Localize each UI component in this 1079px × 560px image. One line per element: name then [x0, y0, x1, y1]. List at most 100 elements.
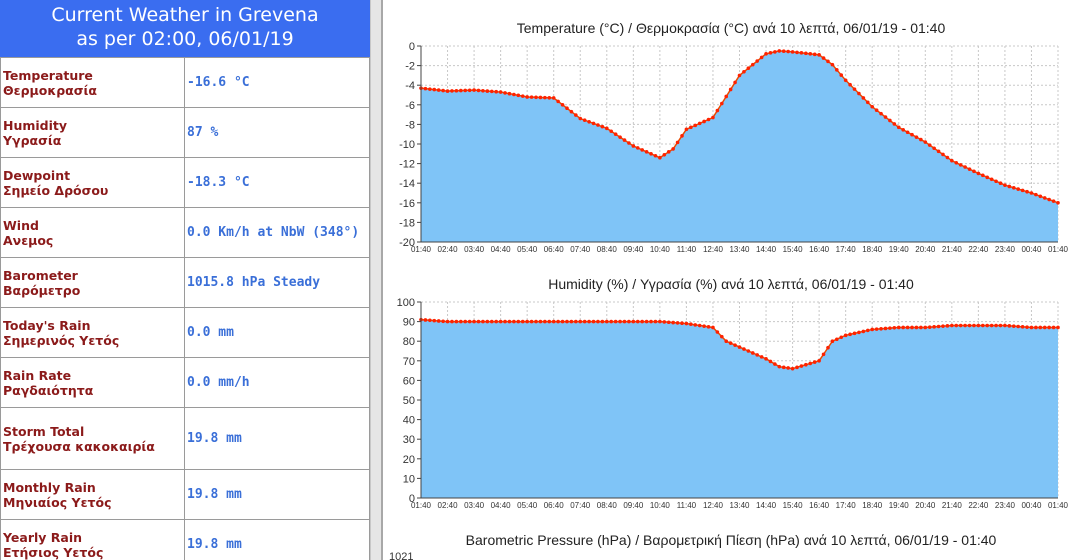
area-fill	[421, 319, 1058, 498]
data-point	[689, 125, 693, 130]
data-point	[503, 319, 507, 324]
data-point	[627, 319, 631, 324]
x-tick-label: 20:40	[915, 501, 936, 510]
data-point	[1042, 325, 1047, 330]
x-tick-label: 02:40	[438, 245, 459, 254]
data-point	[578, 116, 583, 121]
data-point	[560, 319, 565, 324]
data-point	[950, 158, 954, 163]
current-weather-panel: Current Weather in Grevena as per 02:00,…	[0, 0, 370, 560]
x-tick-label: 05:40	[517, 501, 538, 510]
x-tick-label: 10:40	[650, 245, 671, 254]
data-point	[804, 362, 808, 367]
label-en: Dewpoint	[3, 167, 71, 183]
data-point	[582, 319, 587, 324]
label-en: Wind	[3, 217, 39, 233]
x-tick-label: 00:40	[1021, 245, 1042, 254]
data-point	[498, 90, 503, 94]
data-point	[874, 327, 879, 331]
data-point	[781, 49, 786, 54]
data-point	[817, 53, 821, 57]
data-point	[697, 323, 702, 328]
x-tick-label: 05:40	[517, 245, 538, 254]
data-point	[631, 319, 636, 324]
data-point	[755, 353, 759, 357]
row-value: -16.6 °C	[184, 57, 370, 108]
data-point	[835, 68, 839, 72]
data-point	[680, 134, 684, 138]
data-point	[675, 140, 680, 145]
data-point	[848, 82, 852, 87]
row-label: Temperature Θερμοκρασία	[0, 57, 185, 108]
data-point	[781, 365, 786, 370]
x-tick-label: 16:40	[809, 501, 830, 510]
data-point	[613, 132, 618, 136]
data-point	[746, 66, 751, 71]
label-el: Σημείο Δρόσου	[3, 182, 109, 198]
data-point	[768, 359, 773, 364]
data-point	[640, 319, 644, 324]
data-point	[914, 325, 919, 330]
data-point	[994, 179, 998, 184]
data-point	[591, 121, 596, 126]
data-point	[1003, 323, 1007, 328]
charts-panel: Temperature (°C) / Θερμοκρασία (°C) ανά …	[383, 0, 1079, 560]
data-point	[450, 89, 454, 93]
data-point	[954, 323, 959, 328]
data-point	[950, 323, 954, 328]
row-value: 87 %	[184, 107, 370, 158]
data-point	[450, 319, 454, 324]
data-point	[905, 325, 910, 330]
x-tick-label: 03:40	[464, 245, 485, 254]
data-point	[441, 319, 445, 324]
data-point	[786, 49, 790, 54]
y-tick-label: -10	[399, 139, 415, 151]
y-tick-label: 40	[403, 415, 415, 427]
data-point	[1034, 192, 1038, 197]
data-point	[821, 56, 826, 60]
row-label: Monthly Rain Μηνιαίος Υετός	[0, 469, 185, 520]
data-point	[994, 323, 998, 328]
data-point	[919, 325, 923, 330]
x-tick-label: 04:40	[491, 501, 512, 510]
data-point	[998, 323, 1003, 328]
data-point	[516, 319, 521, 324]
data-point	[883, 115, 888, 119]
data-point	[436, 88, 441, 92]
data-point	[1051, 325, 1056, 330]
data-point	[963, 323, 967, 328]
x-tick-label: 17:40	[836, 501, 857, 510]
y-tick-label: 0	[409, 493, 415, 505]
y-tick-label: -20	[399, 237, 415, 249]
data-point	[750, 351, 755, 355]
row-label: Rain Rate Ραγδαιότητα	[0, 357, 185, 408]
data-point	[936, 149, 941, 154]
row-value: 19.8 mm	[184, 519, 370, 560]
data-point	[454, 88, 459, 93]
data-point	[454, 319, 459, 324]
data-point	[467, 319, 472, 324]
x-tick-label: 12:40	[703, 245, 724, 254]
data-point	[476, 88, 481, 93]
data-point	[481, 319, 485, 324]
data-point	[574, 113, 578, 117]
data-point	[702, 119, 706, 124]
table-row: Yearly Rain Ετήσιος Υετός 19.8 mm	[0, 519, 370, 560]
panel-scrollbar-divider[interactable]	[370, 0, 383, 560]
data-point	[1007, 184, 1012, 189]
data-point	[896, 325, 901, 330]
data-point	[879, 326, 883, 331]
table-row: Humidity Υγρασία 87 %	[0, 107, 370, 158]
data-point	[538, 95, 543, 100]
data-point	[1025, 189, 1029, 194]
data-point	[702, 324, 706, 328]
y-tick-label: -8	[405, 119, 415, 131]
data-point	[587, 319, 591, 324]
data-point	[428, 318, 432, 323]
data-point	[582, 118, 587, 122]
label-el: Σημερινός Υετός	[3, 332, 120, 348]
row-label: Today's Rain Σημερινός Υετός	[0, 307, 185, 358]
data-point	[910, 325, 914, 330]
current-weather-header: Current Weather in Grevena as per 02:00,…	[0, 0, 370, 57]
